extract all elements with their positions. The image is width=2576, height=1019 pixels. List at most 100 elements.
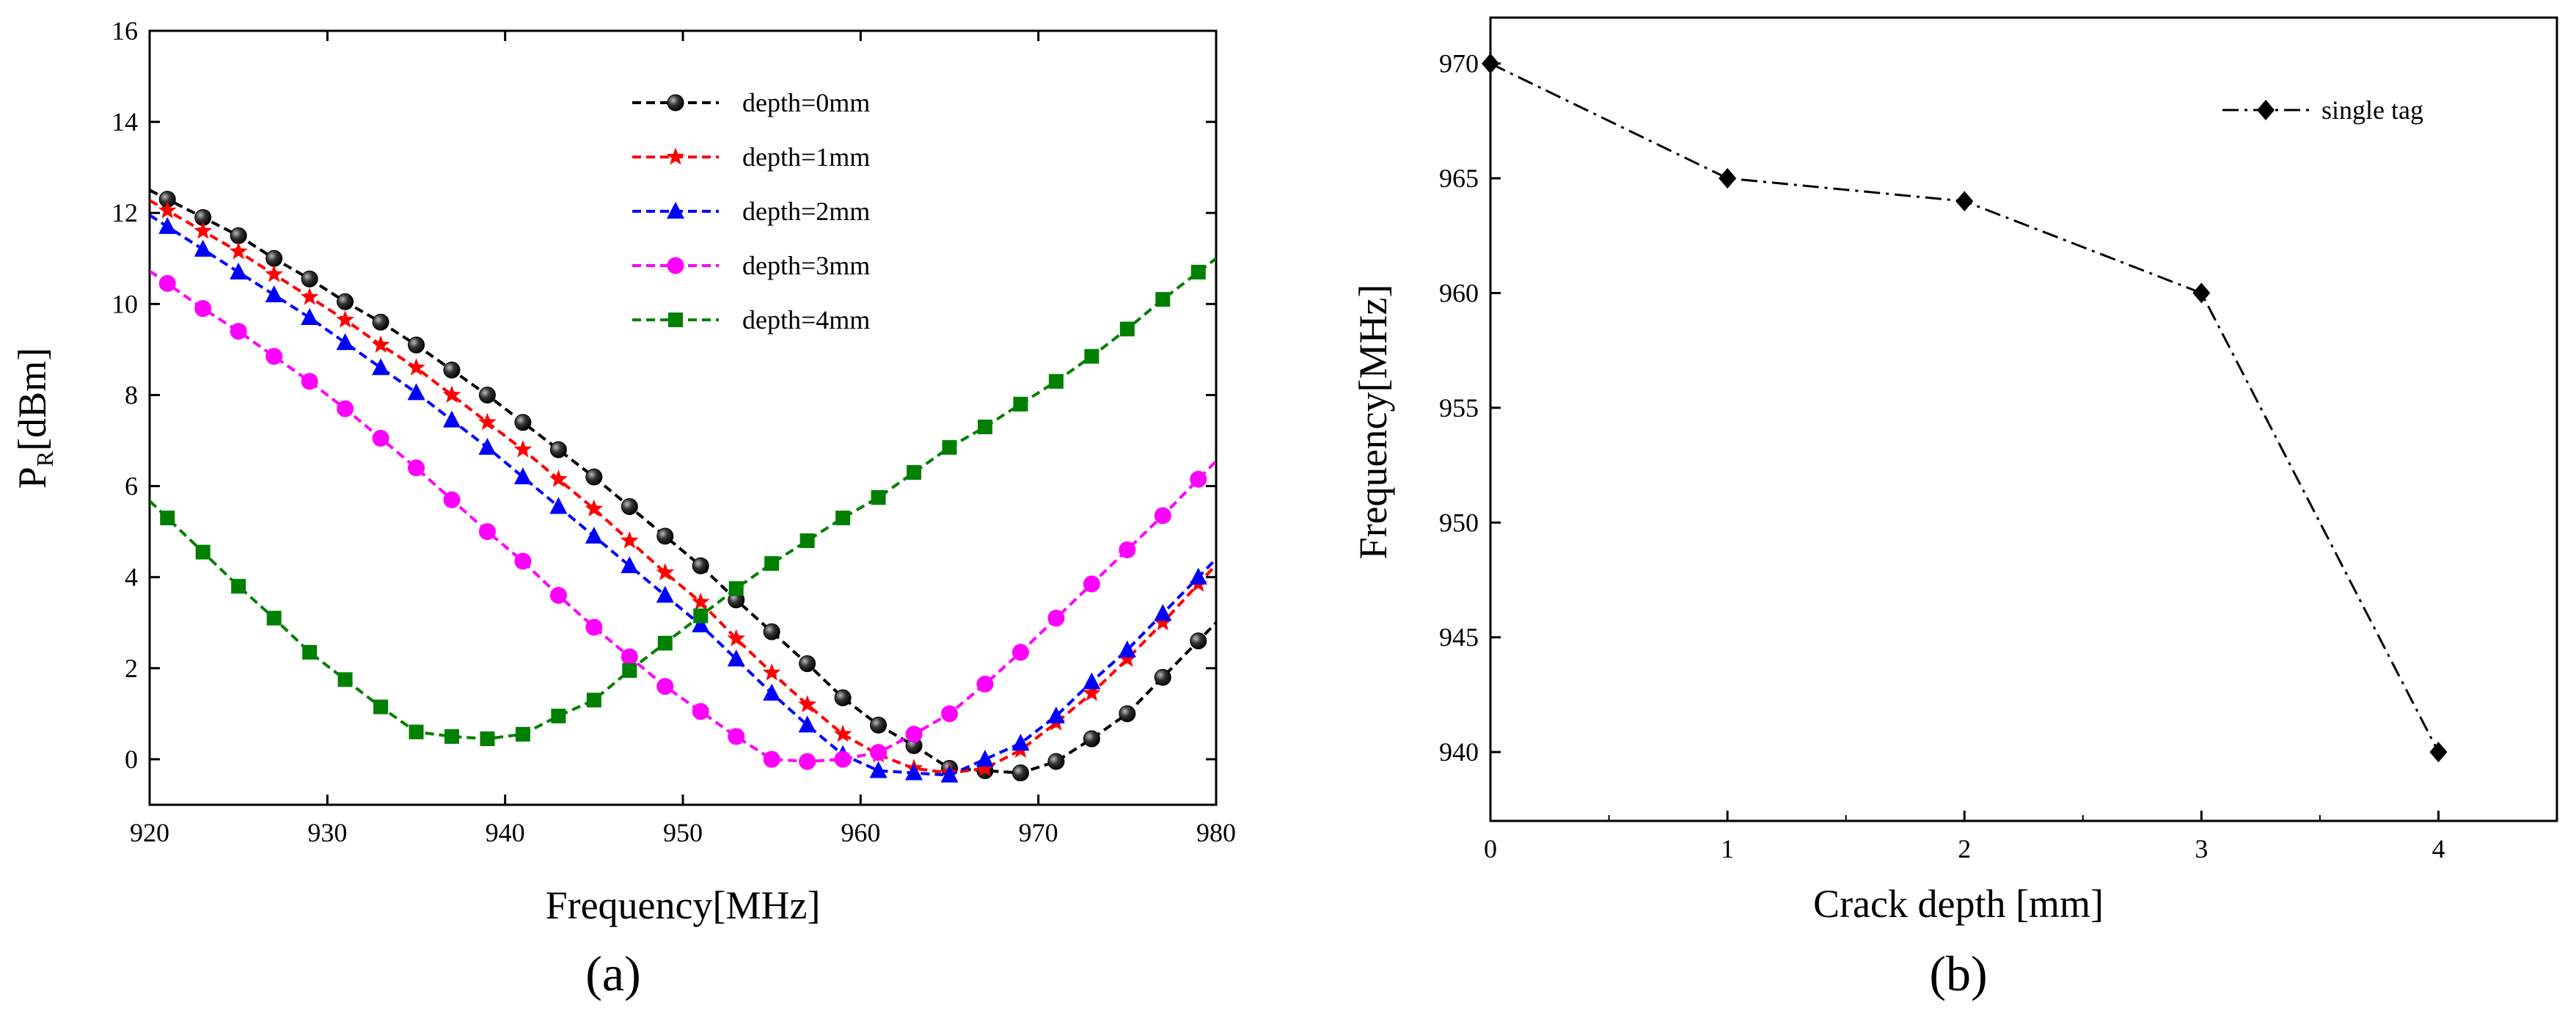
chart-a-data-point [337,400,354,417]
chart-a-data-point [1083,575,1100,593]
chart-b-frame [1489,16,2558,822]
chart-a-data-point [585,618,603,636]
chart-a-ytick-label: 4 [125,563,138,592]
chart-a-data-point [514,552,532,570]
chart-a-legend-label: depth=3mm [742,251,870,280]
chart-a-legend: depth=0mm depth=1mm depth=2mm depth=3mm dept… [632,88,870,335]
chart-a-xtick-label: 960 [841,818,880,847]
chart-b-legend-marker [2257,100,2275,120]
chart-a-data-point [478,412,497,431]
chart-a-ylabel-main: P [10,467,54,489]
chart-b-xtick-label: 4 [2432,834,2445,863]
chart-a-data-point [940,765,959,783]
chart-a-data-point [373,699,389,715]
chart-a-data-point [408,459,425,477]
chart-a-data-point [1011,764,1029,782]
chart-a-data-point [620,531,639,549]
chart-a-data-point [976,749,994,767]
chart-a-data-point [1190,632,1207,650]
chart-a-ylabel-suffix: [dBm] [10,348,54,451]
chart-a-data-point [1189,567,1207,585]
chart-a-data-point [871,490,886,505]
chart-a-data-point [478,437,497,455]
chart-a-data-point [585,526,603,544]
chart-a-series-line [150,269,1216,764]
chart-a-data-point [1011,734,1030,751]
chart-b-xtick-label: 0 [1484,834,1497,863]
chart-a-data-point [869,761,888,778]
chart-b-data-point [1955,191,1974,212]
chart-b-data-point [2192,282,2211,304]
chart-a-data-point [371,335,390,353]
chart-a-data-point [798,715,816,733]
chart-a-data-point [1154,668,1171,686]
chart-a-series-0 [150,189,1216,782]
chart-a-data-point [1047,706,1065,723]
chart-a-data-point [1119,321,1135,337]
chart-a-data-point [158,201,177,219]
chart-a-xtick-label: 950 [663,818,703,847]
chart-a-data-point [301,373,318,390]
chart-a-data-point [764,556,780,571]
svg-text:PR[dBm]: PR[dBm] [10,348,58,489]
chart-a-data-point [444,728,459,744]
chart-b-ytick-label: 955 [1439,393,1479,423]
chart-b-ytick-label: 970 [1439,49,1479,78]
chart-a-data-point [799,533,815,549]
chart-a-data-point [266,249,283,267]
chart-a-legend-marker [667,94,684,112]
chart-a-data-point [585,468,603,486]
chart-a-data-point [336,310,354,328]
chart-b-data-point [1719,168,1737,189]
chart-a-data-point [515,726,530,742]
chart-a-data-point [1155,292,1171,307]
chart-a-data-point [302,645,318,660]
chart-a-data-point [1048,373,1064,389]
chart-a-ylabel: PR[dBm] [10,348,58,489]
chart-a-series-1 [150,199,1216,781]
chart-b-ylabel: Frequency[MHz] [1351,285,1395,560]
chart-b-data-point [1482,53,1499,74]
chart-a-panel-label: (a) [585,946,640,1001]
chart-a-data-point [480,731,495,747]
chart-a-xtick-label: 940 [486,818,525,847]
chart-a-data-point [833,724,852,742]
chart-a-data-point [266,348,283,365]
chart-a-data-point [656,585,674,603]
chart-a-data-point [799,753,816,770]
chart-a-data-point [442,410,461,428]
chart-b-ytick-label: 965 [1439,164,1479,193]
chart-a-data-point [693,608,709,624]
chart-a-data-point [621,648,638,665]
chart-a-data-point [478,386,496,403]
chart-a-data-point [1190,264,1206,280]
chart-a-data-point [266,610,282,626]
chart-a-data-point [763,683,781,701]
chart-a-data-point [905,763,923,781]
chart-a-data-point [337,672,353,687]
chart-a-series-4 [150,257,1216,747]
chart-a-data-point [549,587,567,605]
chart-a-series-line [150,257,1216,741]
chart-a-data-point [586,693,601,708]
chart-a-data-point [194,222,213,239]
chart-a-data-point [300,288,319,305]
chart-b-xtick-label: 3 [2195,834,2208,863]
chart-a-legend-label: depth=4mm [742,305,870,335]
chart-a-data-point [621,498,638,516]
chart-b-series-line [1490,62,2440,753]
chart-a-data-point [407,358,425,376]
chart-a-ytick-label: 14 [111,107,138,136]
chart-a-data-point [762,663,781,681]
chart-b-ytick-label: 950 [1439,508,1479,537]
chart-a-data-point [1118,649,1137,667]
chart-a-data-point [1119,705,1136,723]
chart-a-data-point [799,655,816,673]
chart-a-data-point [443,361,461,379]
chart-a-data-point [1084,348,1099,364]
chart-b-xlabel: Crack depth [mm] [1813,882,2104,926]
chart-a-data-point [301,270,318,288]
chart-a-data-point [656,678,674,695]
chart-a-data-point [1118,640,1136,657]
chart-b-legend-label: single tag [2321,95,2423,125]
